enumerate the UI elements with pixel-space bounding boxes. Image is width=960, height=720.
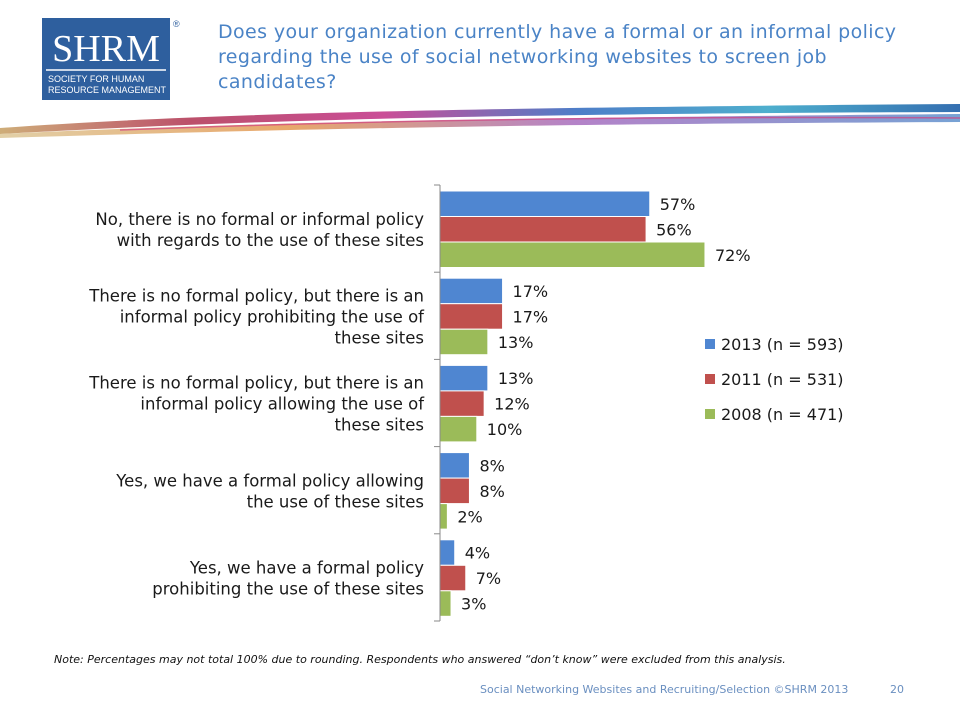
svg-text:®: ® [173,19,180,29]
data-label: 8% [479,482,504,501]
data-label: 72% [715,246,751,265]
legend-swatch-2 [705,374,715,384]
bar-1-4 [439,452,470,479]
category-label: Yes, we have a formal policy allowing the… [115,471,424,511]
svg-text:SOCIETY FOR HUMAN: SOCIETY FOR HUMAN [48,74,144,84]
bar-chart: No, there is no formal or informal polic… [88,184,844,622]
data-label: 4% [465,544,490,563]
bar-1-2 [439,277,504,305]
data-label: 57% [660,195,696,214]
category-label: No, there is no formal or informal polic… [95,210,424,250]
footnote: Note: Percentages may not total 100% due… [54,653,786,666]
bar-3-5 [439,590,452,617]
category-label: There is no formal policy, but there is … [88,374,425,435]
data-label: 13% [498,369,534,388]
svg-text:RESOURCE MANAGEMENT: RESOURCE MANAGEMENT [48,85,167,95]
bar-1-1 [439,190,651,217]
bar-3-1 [439,241,706,268]
data-label: 12% [494,395,530,414]
page-number: 20 [890,683,904,696]
legend-label-1: 2013 (n = 593) [721,335,844,354]
bar-2-3 [439,390,485,417]
bar-2-4 [439,477,470,505]
shrm-logo: SHRM SOCIETY FOR HUMAN RESOURCE MANAGEME… [42,18,180,100]
bar-2-5 [439,564,467,592]
data-label: 17% [513,282,549,301]
bar-3-4 [439,503,448,530]
data-label: 13% [498,333,534,352]
footer-source: Social Networking Websites and Recruitin… [480,683,849,696]
legend-label-2: 2011 (n = 531) [721,370,844,389]
bar-2-1 [439,216,647,243]
bar-1-5 [439,539,456,566]
data-label: 8% [479,456,504,475]
legend-label-3: 2008 (n = 471) [721,405,844,424]
decorative-swoosh [0,104,960,138]
legend-swatch-3 [705,409,715,419]
slide-title: Does your organization currently have a … [218,21,897,93]
bar-3-2 [439,328,489,356]
bar-1-3 [439,364,489,392]
legend: 2013 (n = 593) 2011 (n = 531) 2008 (n = 47… [705,335,844,424]
category-label: There is no formal policy, but there is … [88,286,425,347]
data-label: 7% [476,569,501,588]
data-label: 17% [513,307,549,326]
data-label: 2% [457,507,482,526]
data-labels: 57% 56% 72% 17% 17% 13% 13% 12% 10% 8% 8% 2% 4% 7% 3% [457,195,750,614]
category-label: Yes, we have a formal policy prohibiting … [152,559,424,599]
data-label: 3% [461,595,486,614]
category-axis-ticks [434,184,440,622]
bar-2-2 [439,303,504,330]
legend-swatch-1 [705,339,715,349]
data-label: 56% [656,220,692,239]
data-label: 10% [487,420,523,439]
category-labels: No, there is no formal or informal polic… [88,210,425,599]
bars [439,190,706,617]
svg-text:SHRM: SHRM [52,28,160,70]
bar-3-3 [439,415,478,443]
